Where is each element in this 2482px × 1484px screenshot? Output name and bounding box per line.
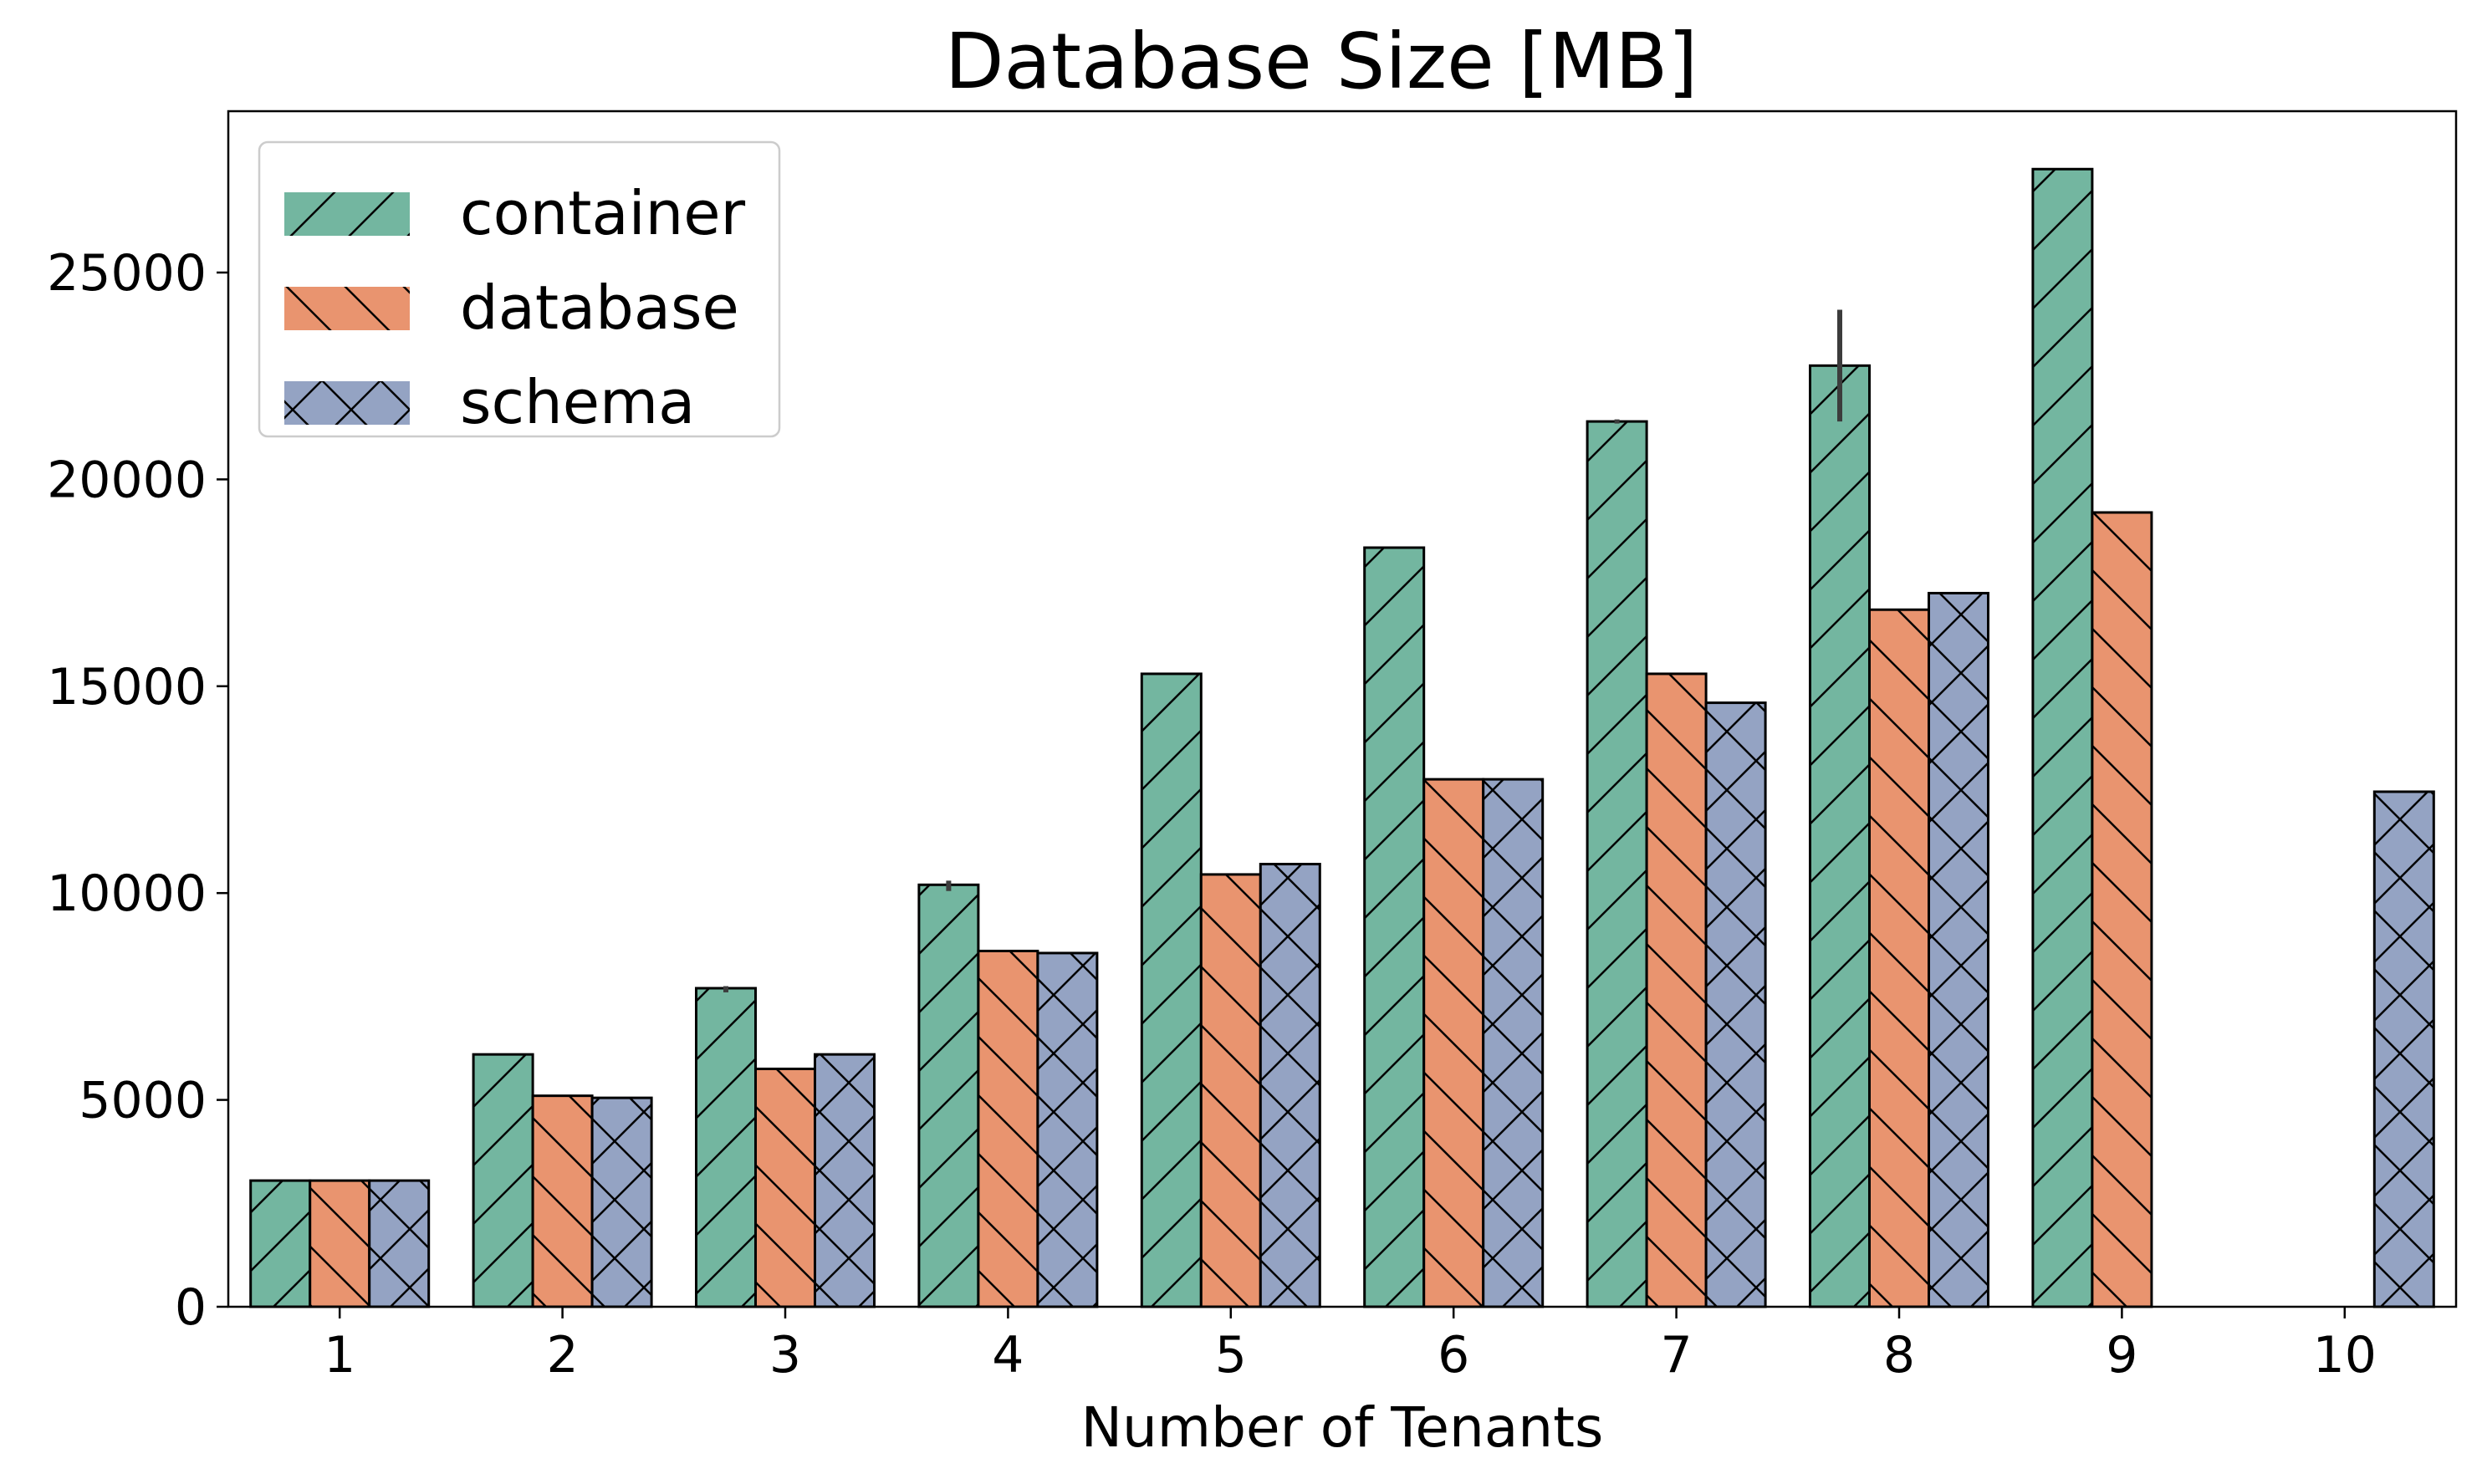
bar-database-2-hatch [531, 1094, 594, 1308]
x-tick-label-4: 4 [992, 1326, 1024, 1385]
bar-container-1-hatch [249, 1179, 312, 1308]
bar-schema-2-hatch [590, 1096, 653, 1308]
axes-layer: 1 2 3 4 5 6 7 8 9 10 0 5000 10000 15000 20000 25000 [47, 244, 2377, 1385]
bar-schema-5-hatch [1259, 863, 1321, 1308]
bar-container-3-hatch [695, 987, 757, 1308]
bar-schema-3-hatch [814, 1053, 876, 1308]
bar-database-5-hatch [1199, 873, 1262, 1308]
x-tick-label-7: 7 [1661, 1326, 1693, 1385]
legend-swatch-hatch-database [284, 287, 410, 330]
x-tick-label-9: 9 [2106, 1326, 2137, 1385]
bar-schema-7-hatch [1704, 701, 1767, 1308]
bars-layer [249, 167, 2435, 1308]
bar-database-6-hatch [1422, 778, 1485, 1308]
y-tick-label-20000: 20000 [47, 451, 207, 509]
legend-item-schema: schema [284, 367, 695, 437]
chart-title: Database Size [MB] [945, 17, 1698, 106]
x-axis-label: Number of Tenants [1081, 1395, 1604, 1460]
y-tick-label-0: 0 [175, 1278, 207, 1337]
bar-container-7-hatch [1586, 420, 1648, 1308]
x-tick-label-8: 8 [1883, 1326, 1915, 1385]
x-tick-label-6: 6 [1438, 1326, 1469, 1385]
bar-schema-4-hatch [1036, 951, 1099, 1308]
bar-container-9-hatch [2031, 167, 2094, 1308]
y-tick-label-25000: 25000 [47, 244, 207, 303]
bar-database-9-hatch [2091, 511, 2153, 1308]
bar-schema-1-hatch [368, 1179, 431, 1308]
legend-swatch-hatch-container [284, 192, 410, 236]
legend-item-container: container [284, 178, 746, 248]
legend-item-database: database [284, 273, 739, 343]
x-tick-label-10: 10 [2313, 1326, 2377, 1385]
bar-container-6-hatch [1363, 546, 1426, 1308]
bar-schema-10-hatch [2372, 790, 2435, 1308]
bar-database-7-hatch [1645, 672, 1708, 1308]
x-tick-label-5: 5 [1215, 1326, 1247, 1385]
bar-container-5-hatch [1140, 672, 1203, 1308]
error-bars-layer [723, 309, 1842, 992]
legend-label-container: container [460, 178, 746, 248]
bar-container-4-hatch [917, 883, 980, 1308]
plot-frame [227, 110, 2458, 1308]
bar-database-1-hatch [309, 1179, 371, 1308]
x-tick-label-3: 3 [769, 1326, 801, 1385]
y-tick-label-10000: 10000 [47, 864, 207, 923]
bar-container-2-hatch [472, 1053, 534, 1308]
legend: container database schema [258, 140, 781, 438]
x-tick-label-2: 2 [547, 1326, 579, 1385]
legend-label-database: database [460, 273, 739, 343]
legend-swatch-hatch-schema [284, 381, 410, 425]
bar-schema-8-hatch [1928, 591, 1989, 1308]
bar-database-4-hatch [977, 949, 1039, 1308]
y-tick-label-15000: 15000 [47, 658, 207, 717]
bar-database-8-hatch [1868, 608, 1930, 1308]
legend-label-schema: schema [460, 367, 695, 437]
y-tick-label-5000: 5000 [79, 1072, 207, 1130]
bar-container-8-hatch [1809, 364, 1871, 1308]
bar-schema-6-hatch [1482, 778, 1545, 1308]
x-tick-label-1: 1 [324, 1326, 355, 1385]
bar-database-3-hatch [754, 1067, 816, 1308]
